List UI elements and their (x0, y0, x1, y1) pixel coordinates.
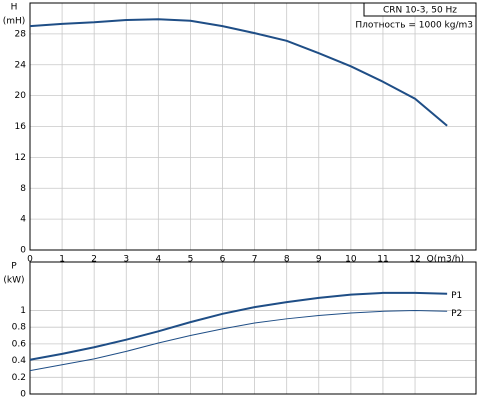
y-tick-label: 0.8 (12, 323, 27, 333)
y-tick-label: 16 (15, 122, 27, 132)
curve (29, 309, 448, 372)
x-tick-label: 0 (27, 255, 33, 265)
x-tick-label: 12 (409, 255, 420, 265)
x-tick-label: 4 (155, 255, 161, 265)
x-tick-label: 5 (188, 255, 194, 265)
curve (29, 18, 448, 127)
legend-label: P1 (451, 291, 462, 301)
x-tick-label: 3 (123, 255, 129, 265)
y-tick-label: 8 (20, 184, 26, 194)
x-tick-label: 11 (377, 255, 388, 265)
y-tick-label: 4 (20, 215, 26, 225)
legend-label: P2 (451, 309, 462, 319)
y-axis-label: (mH) (3, 17, 26, 27)
info-title: CRN 10-3, 50 Hz (383, 6, 457, 16)
y-tick-label: 20 (15, 91, 27, 101)
y-axis-label: (kW) (3, 276, 24, 286)
y-tick-label: 1 (20, 306, 26, 316)
x-axis-label: Q(m3/h) (427, 255, 464, 265)
curve (29, 291, 448, 361)
plot-frame (29, 261, 477, 395)
y-axis-label: P (11, 262, 17, 272)
plot-frame (29, 2, 477, 251)
y-tick-label: 0.6 (12, 339, 27, 349)
y-tick-label: 24 (15, 60, 27, 70)
x-tick-label: 2 (91, 255, 97, 265)
y-tick-label: 12 (15, 153, 26, 163)
x-tick-label: 7 (252, 255, 258, 265)
y-axis-label: H (11, 3, 18, 13)
x-tick-label: 1 (59, 255, 65, 265)
x-tick-label: 8 (284, 255, 290, 265)
y-tick-label: 0 (20, 246, 26, 256)
x-tick-label: 6 (220, 255, 226, 265)
y-tick-label: 0 (20, 390, 26, 400)
x-tick-label: 10 (345, 255, 357, 265)
info-density: Плотность = 1000 kg/m3 (355, 21, 473, 31)
y-tick-label: 28 (15, 29, 27, 39)
y-tick-label: 0.2 (12, 373, 26, 383)
info-box (363, 2, 477, 17)
x-tick-label: 9 (316, 255, 322, 265)
y-tick-label: 0.4 (12, 356, 27, 366)
